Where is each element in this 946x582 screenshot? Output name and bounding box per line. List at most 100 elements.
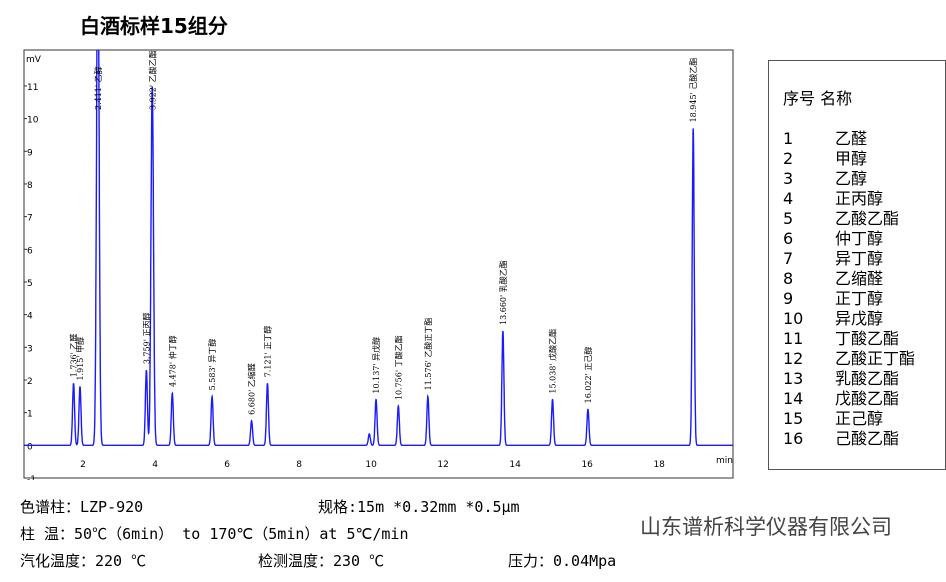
- legend-label: 异丁醇: [835, 249, 884, 268]
- legend-item: 13 乳酸乙酯: [783, 365, 899, 389]
- legend-item: 9 正丁醇: [783, 285, 883, 309]
- legend-no: 2: [783, 149, 794, 168]
- y-tick-label: 2: [27, 377, 33, 387]
- x-tick-label: 8: [296, 460, 302, 470]
- vaporization-temp: 汽化温度：220 ℃: [20, 552, 147, 570]
- x-tick-label: 2: [80, 460, 86, 470]
- legend-label: 乙醛: [835, 129, 868, 148]
- legend-no: 9: [783, 289, 794, 308]
- y-tick-label: 10: [27, 116, 39, 126]
- legend-no: 10: [783, 309, 804, 328]
- y-tick-label: 8: [27, 181, 33, 191]
- peak-label: 7.121' 正丁醇: [262, 326, 272, 378]
- legend-item: 6 仲丁醇: [783, 225, 883, 249]
- legend-item: 1 乙醛: [783, 125, 867, 149]
- x-tick-label: 6: [224, 460, 230, 470]
- y-tick-label: 1: [27, 410, 33, 420]
- peak-label: 3.759' 正丙醇: [141, 313, 151, 365]
- legend-label: 乙醇: [835, 169, 868, 188]
- legend-no: 14: [783, 389, 804, 408]
- legend-item: 4 正丙醇: [783, 185, 883, 209]
- legend-no: 3: [783, 169, 794, 188]
- peak-label: 18.945' 己酸乙酯: [688, 58, 698, 123]
- legend-label: 正丙醇: [835, 189, 884, 208]
- y-tick-label: 5: [27, 279, 33, 289]
- legend-no: 11: [783, 329, 804, 348]
- peak-label: 4.478' 仲丁醇: [167, 335, 177, 387]
- legend-label: 甲醇: [835, 149, 868, 168]
- x-axis-label: min: [716, 456, 733, 466]
- legend-item: 16 己酸乙酯: [783, 425, 899, 449]
- legend-item: 7 异丁醇: [783, 245, 883, 269]
- legend-no: 6: [783, 229, 794, 248]
- legend-no: 15: [783, 409, 804, 428]
- peak-label: 16.022' 正己醇: [583, 347, 593, 404]
- legend-label: 丁酸乙酯: [835, 329, 900, 348]
- x-tick-label: 14: [509, 460, 521, 470]
- y-tick-label: 9: [27, 148, 33, 158]
- signal-trace: [24, 50, 733, 446]
- legend-label: 正己醇: [835, 409, 884, 428]
- legend-label: 戊酸乙酯: [835, 389, 900, 408]
- legend-label: 正丁醇: [835, 289, 884, 308]
- legend-item: 10 异戊醇: [783, 305, 883, 329]
- y-tick-label: 0: [27, 442, 33, 452]
- column-info: 色谱柱：LZP-920: [20, 498, 144, 516]
- legend-header: 序号 名称: [783, 85, 852, 109]
- peak-label: 1.736' 乙醛: [69, 334, 79, 378]
- legend-label: 仲丁醇: [835, 229, 884, 248]
- pressure-info: 压力：0.04Mpa: [508, 552, 617, 570]
- legend-item: 15 正己醇: [783, 405, 883, 429]
- peak-label: 10.137' 异戊醇: [371, 337, 381, 394]
- y-tick-label: 7: [27, 214, 33, 224]
- legend: 序号 名称 1 乙醛 2 甲醇 3 乙醇 4 正丙醇 5 乙酸乙酯 6 仲丁醇 7 异丁醇 8 乙缩醛 9 正丁醇…: [768, 60, 946, 470]
- peak-label: 1.915' 甲醇: [75, 337, 85, 381]
- legend-no: 5: [783, 209, 794, 228]
- peak-label: 15.038' 戊酸乙酯: [548, 329, 558, 394]
- legend-no: 1: [783, 129, 794, 148]
- legend-no: 16: [783, 429, 804, 448]
- y-tick-label: 11: [27, 83, 38, 93]
- peak-label: 5.583' 异丁醇: [207, 339, 217, 391]
- legend-label: 乙酸乙酯: [835, 209, 900, 228]
- legend-label: 乙酸正丁酯: [835, 349, 916, 368]
- legend-no: 12: [783, 349, 804, 368]
- header-name: 名称: [820, 89, 853, 108]
- legend-label: 己酸乙酯: [835, 429, 900, 448]
- legend-no: 4: [783, 189, 794, 208]
- legend-item: 12 乙酸正丁酯: [783, 345, 915, 369]
- legend-no: 13: [783, 369, 804, 388]
- y-tick-label: -1: [27, 475, 36, 480]
- plot-frame: [23, 49, 734, 479]
- legend-label: 异戊醇: [835, 309, 884, 328]
- legend-item: 3 乙醇: [783, 165, 867, 189]
- header-no: 序号: [783, 89, 816, 108]
- x-tick-label: 4: [152, 460, 158, 470]
- peak-label: 2.411' 乙醇: [93, 66, 103, 110]
- legend-item: 14 戊酸乙酯: [783, 385, 899, 409]
- chart-title: 白酒标样15组分: [80, 14, 228, 38]
- detector-temp: 检测温度：230 ℃: [258, 552, 385, 570]
- legend-item: 8 乙缩醛: [783, 265, 883, 289]
- y-tick-label: 4: [27, 312, 33, 322]
- legend-item: 2 甲醇: [783, 145, 867, 169]
- x-tick-label: 10: [365, 460, 377, 470]
- peak-label: 10.756' 丁酸乙酯: [393, 335, 403, 400]
- peak-label: 11.576' 乙酸正丁酯: [423, 318, 433, 391]
- peak-label: 6.680' 乙缩醛: [247, 363, 257, 415]
- y-axis-label: mV: [26, 55, 42, 65]
- x-tick-label: 18: [653, 460, 665, 470]
- legend-item: 11 丁酸乙酯: [783, 325, 899, 349]
- x-tick-label: 12: [437, 460, 448, 470]
- peak-label: 13.660' 乳酸乙酯: [498, 260, 508, 325]
- spec-info: 规格:15m *0.32mm *0.5μm: [318, 498, 520, 516]
- legend-no: 8: [783, 269, 794, 288]
- x-tick-label: 16: [581, 460, 593, 470]
- y-tick-label: 6: [27, 246, 33, 256]
- legend-no: 7: [783, 249, 794, 268]
- legend-item: 5 乙酸乙酯: [783, 205, 899, 229]
- peak-label: 3.922' 乙酸乙酯: [147, 50, 157, 110]
- company-name: 山东谱析科学仪器有限公司: [640, 515, 892, 539]
- y-tick-label: 3: [27, 344, 33, 354]
